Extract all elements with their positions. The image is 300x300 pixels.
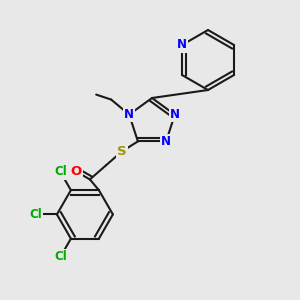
Text: O: O — [70, 165, 82, 178]
Text: N: N — [124, 108, 134, 121]
Text: Cl: Cl — [29, 208, 42, 221]
Text: Cl: Cl — [54, 250, 67, 263]
Text: N: N — [177, 38, 187, 52]
Text: S: S — [117, 145, 127, 158]
Text: N: N — [161, 135, 171, 148]
Text: N: N — [170, 108, 180, 121]
Text: Cl: Cl — [54, 166, 67, 178]
